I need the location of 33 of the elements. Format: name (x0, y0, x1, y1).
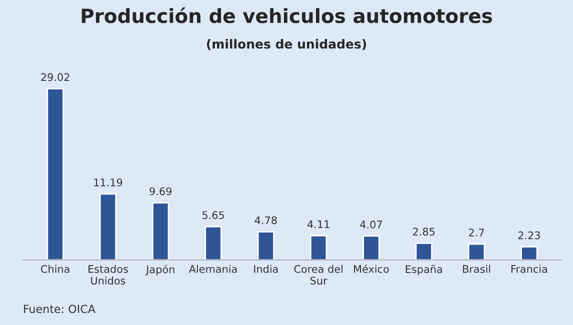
x-tick-label: Estados Unidos (88, 264, 128, 285)
x-tick-label: Alemania (188, 264, 237, 273)
source-note: Fuente: OICA (24, 304, 96, 314)
x-tick-label: Japón (146, 264, 174, 276)
data-label: 4.78 (254, 216, 277, 224)
x-tick-label: China (41, 264, 70, 273)
x-tick-label: Francia (511, 264, 547, 273)
data-label: 2.85 (413, 228, 435, 236)
data-label: 9.69 (150, 187, 172, 196)
x-tick-label: Corea del Sur (294, 264, 342, 285)
bar (310, 235, 328, 260)
data-label: 11.19 (94, 178, 122, 186)
bar (46, 88, 64, 260)
bar (99, 193, 117, 260)
data-label: 29.02 (41, 73, 70, 82)
x-tick-label: Brasil (463, 264, 490, 273)
data-label: 4.07 (360, 220, 382, 228)
x-tick-label: México (354, 264, 389, 273)
x-tick-label: España (406, 264, 442, 276)
data-label: 4.11 (307, 220, 330, 228)
chart-subtitle: (millones de unidades) (206, 39, 366, 50)
bar (468, 243, 486, 260)
data-label: 2.23 (518, 231, 540, 240)
chart-title: Producción de vehiculos automotores (82, 7, 492, 24)
bar (152, 202, 170, 260)
data-label: 5.65 (202, 211, 224, 220)
data-label: 2.7 (468, 228, 484, 236)
bar (520, 246, 538, 260)
bar (204, 226, 222, 260)
x-tick-label: India (254, 264, 278, 273)
bar (362, 235, 380, 260)
bar (415, 242, 432, 260)
bar (257, 231, 274, 260)
